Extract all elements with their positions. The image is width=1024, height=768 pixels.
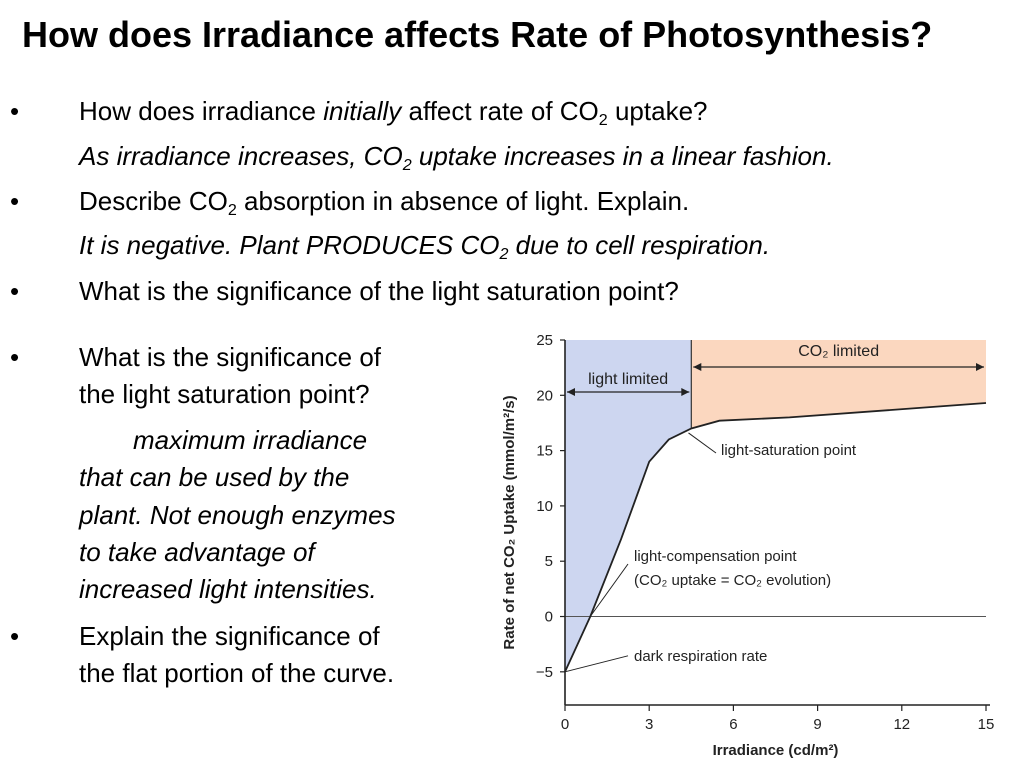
y-axis-label: Rate of net CO₂ Uptake (mmol/m²/s) bbox=[501, 395, 518, 649]
answer-4-line-4: to take advantage of bbox=[79, 537, 315, 567]
y-tick-label: 15 bbox=[536, 443, 553, 460]
dark-respiration-leader bbox=[564, 655, 629, 673]
question-3: What is the significance of the light sa… bbox=[79, 276, 679, 306]
uptake-curve bbox=[564, 402, 987, 673]
co2-limited-label: CO₂ limited bbox=[798, 343, 879, 360]
x-axis-label: Irradiance (cd/m²) bbox=[713, 742, 839, 759]
answer-1: As irradiance increases, CO2 uptake incr… bbox=[79, 141, 834, 175]
y-tick-label: 0 bbox=[545, 609, 553, 626]
question-1: How does irradiance initially affect rat… bbox=[79, 96, 708, 130]
co2-limited-arrow-head-left bbox=[693, 363, 702, 371]
y-tick-label: −5 bbox=[536, 664, 553, 681]
co2-limited-arrow-head-right bbox=[976, 363, 984, 371]
compensation-point-label: light-compensation point bbox=[634, 548, 797, 565]
bullet-3: • bbox=[10, 276, 20, 306]
x-tick-label: 6 bbox=[729, 716, 737, 733]
x-tick-label: 0 bbox=[561, 716, 569, 733]
question-4-line-1: What is the significance of bbox=[79, 342, 382, 372]
answer-4-line-2: that can be used by the bbox=[79, 462, 350, 492]
y-tick-label: 10 bbox=[536, 498, 553, 515]
light-limited-label: light limited bbox=[588, 371, 668, 388]
compensation-point-detail: (CO₂ uptake = CO₂ evolution) bbox=[634, 572, 831, 589]
x-tick-label: 15 bbox=[978, 716, 995, 733]
light-limited-region bbox=[565, 340, 692, 672]
saturation-leader bbox=[688, 432, 717, 454]
y-tick-label: 5 bbox=[545, 553, 553, 570]
y-tick-label: 20 bbox=[536, 387, 553, 404]
answer-2: It is negative. Plant PRODUCES CO2 due t… bbox=[79, 230, 771, 264]
question-5-line-2: the flat portion of the curve. bbox=[79, 658, 395, 688]
saturation-point-label: light-saturation point bbox=[721, 442, 857, 459]
bullet-1: • bbox=[10, 96, 20, 126]
x-tick-label: 9 bbox=[813, 716, 821, 733]
slide-title: How does Irradiance affects Rate of Phot… bbox=[22, 14, 933, 55]
question-5-line-1: Explain the significance of bbox=[79, 621, 380, 651]
photosynthesis-chart: light-saturation point light-compensation… bbox=[501, 332, 995, 759]
answer-4-line-1: maximum irradiance bbox=[133, 425, 368, 455]
light-limited-arrow-head-left bbox=[567, 388, 575, 396]
y-tick-label: 25 bbox=[536, 332, 553, 349]
compensation-leader bbox=[589, 563, 629, 617]
dark-respiration-label: dark respiration rate bbox=[634, 648, 767, 665]
answer-4-line-3: plant. Not enough enzymes bbox=[79, 500, 396, 530]
bullet-2: • bbox=[10, 186, 20, 216]
light-limited-arrow-head-right bbox=[681, 388, 690, 396]
bullet-4: • bbox=[10, 342, 20, 372]
answer-4-line-5: increased light intensities. bbox=[79, 574, 377, 604]
x-tick-label: 3 bbox=[645, 716, 653, 733]
bullet-5: • bbox=[10, 621, 20, 651]
question-2: Describe CO2 absorption in absence of li… bbox=[79, 186, 690, 220]
co2-limited-region bbox=[691, 340, 986, 429]
x-tick-label: 12 bbox=[893, 716, 910, 733]
question-4-line-2: the light saturation point? bbox=[79, 379, 370, 409]
